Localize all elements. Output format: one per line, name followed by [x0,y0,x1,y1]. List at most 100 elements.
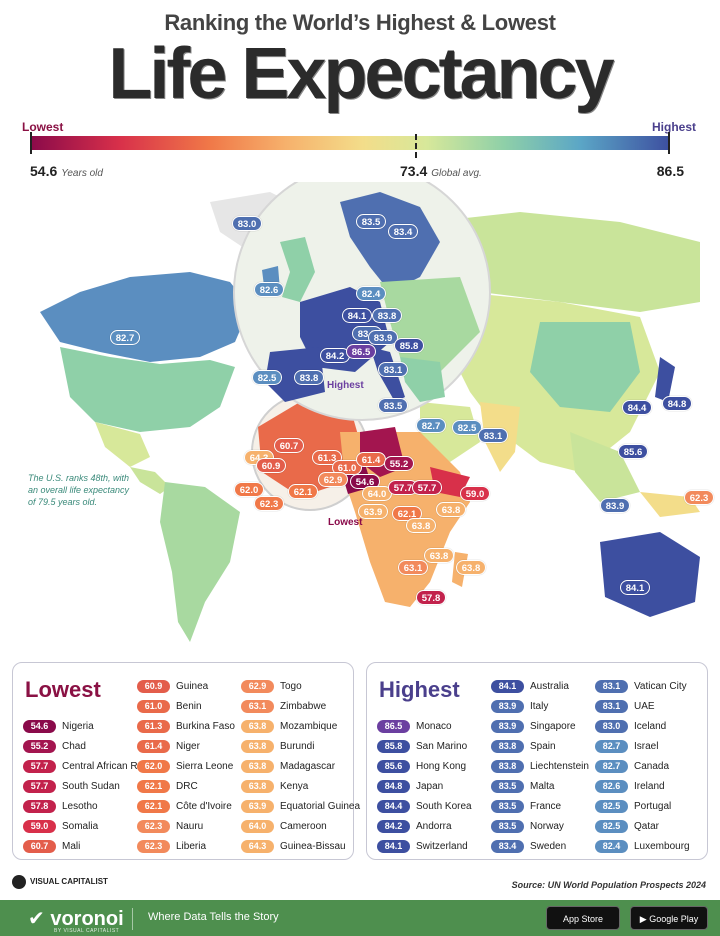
play-icon: ▶ [639,914,650,924]
list-item: 82.6 Ireland [595,779,665,793]
map-value-pin: 60.9 [256,458,286,473]
value-chip: 62.3 [137,819,170,833]
country-name: Sierra Leone [176,760,234,772]
list-item: 85.8 San Marino [377,739,467,753]
value-chip: 82.5 [595,819,628,833]
list-item: 61.4 Niger [137,739,200,753]
value-chip: 83.0 [595,719,628,733]
list-item: 62.1 Côte d'Ivoire [137,799,232,813]
voronoi-logo[interactable]: ✔ voronoi [28,908,124,930]
value-chip: 83.5 [491,819,524,833]
map-value-pin: 83.5 [356,214,386,229]
world-map: 83.0 83.5 83.4 82.6 82.4 84.1 83.8 83.5 83.9 85.8… [0,182,720,660]
map-value-pin: 63.8 [424,548,454,563]
map-value-pin: 83.4 [388,224,418,239]
value-chip: 63.8 [241,759,274,773]
map-value-pin: 84.4 [622,400,652,415]
list-item: 61.0 Benin [137,699,202,713]
value-chip: 82.6 [595,779,628,793]
country-name: Kenya [280,780,309,792]
map-value-pin: 63.8 [456,560,486,575]
scale-avg-value: 73.4 Global avg. [400,163,482,179]
map-value-pin: 59.0 [460,486,490,501]
list-item: 62.0 Sierra Leone [137,759,233,773]
value-chip: 83.1 [595,679,628,693]
list-item: 86.5 Monaco [377,719,452,733]
map-value-pin: 63.1 [398,560,428,575]
lowest-panel-title: Lowest [25,677,101,702]
value-chip: 62.0 [137,759,170,773]
country-name: Equatorial Guinea [280,800,361,812]
list-item: 63.8 Madagascar [241,759,335,773]
list-item: 83.5 Malta [491,779,554,793]
value-chip: 82.5 [595,799,628,813]
list-item: 84.2 Andorra [377,819,452,833]
country-name: Liberia [176,840,207,852]
country-name: Canada [634,760,670,772]
map-value-pin: 82.4 [356,286,386,301]
usa-shape [60,347,235,432]
value-chip: 84.1 [491,679,524,693]
country-name: Iceland [634,720,667,732]
country-name: Switzerland [416,840,468,852]
map-value-pin: 62.9 [318,472,348,487]
map-value-pin: 83.5 [378,398,408,413]
country-name: UAE [634,700,655,712]
country-name: DRC [176,780,198,792]
highest-callout: Highest [327,380,364,391]
value-chip: 63.8 [241,739,274,753]
list-item: 63.1 Zimbabwe [241,699,326,713]
country-name: Central African Rep [62,760,149,772]
value-chip: 57.7 [23,779,56,793]
highest-panel: Highest 86.5 Monaco 85.8 San Marino 85.6 Hong… [366,662,708,860]
list-item: 64.0 Cameroon [241,819,327,833]
country-name: Guinea-Bissau [280,840,346,852]
scale-lowest-label: Lowest [22,120,64,134]
country-name: Israel [634,740,659,752]
tagline: Where Data Tells the Story [148,911,279,923]
map-value-pin: 82.7 [416,418,446,433]
list-item: 82.7 Israel [595,739,658,753]
country-name: Vatican City [634,680,687,692]
country-name: Guinea [176,680,209,692]
southeast-asia-shape [570,432,640,502]
value-chip: 83.5 [491,779,524,793]
map-value-pin: 83.9 [368,330,398,345]
map-value-pin: 82.5 [452,420,482,435]
value-chip: 62.3 [137,839,170,853]
country-name: Ireland [634,780,665,792]
country-name: Mali [62,840,81,852]
visual-capitalist-logo[interactable]: VISUAL CAPITALIST [12,875,108,889]
list-item: 85.6 Hong Kong [377,759,466,773]
value-chip: 84.4 [377,799,410,813]
map-value-pin: 61.0 [332,460,362,475]
country-name: Singapore [530,720,576,732]
country-name: Madagascar [280,760,336,772]
country-name: Norway [530,820,564,832]
voronoi-icon: ✔ [28,908,45,930]
country-name: Nigeria [62,720,94,732]
footer-divider [132,908,133,930]
value-chip: 63.9 [241,799,274,813]
app-store-button[interactable]: App Store [546,906,620,930]
map-value-pin: 63.8 [436,502,466,517]
map-value-pin: 83.8 [294,370,324,385]
map-value-pin: 63.9 [358,504,388,519]
google-play-button[interactable]: ▶ Google Play [630,906,708,930]
value-chip: 64.0 [241,819,274,833]
list-item: 83.9 Italy [491,699,548,713]
list-item: 82.5 Portugal [595,799,671,813]
country-name: South Korea [416,800,472,812]
color-scale-bar [30,136,670,150]
british-isles-shape [280,237,315,302]
list-item: 62.3 Liberia [137,839,206,853]
source-note: Source: UN World Population Prospects 20… [511,880,706,890]
list-item: 83.8 Spain [491,739,556,753]
value-chip: 83.9 [491,719,524,733]
list-item: 83.5 Norway [491,819,564,833]
map-value-pin: 60.7 [274,438,304,453]
country-name: Burundi [280,740,315,752]
list-item: 84.1 Switzerland [377,839,468,853]
voronoi-subtitle: BY VISUAL CAPITALIST [54,928,120,934]
scale-average-tick [415,134,417,158]
